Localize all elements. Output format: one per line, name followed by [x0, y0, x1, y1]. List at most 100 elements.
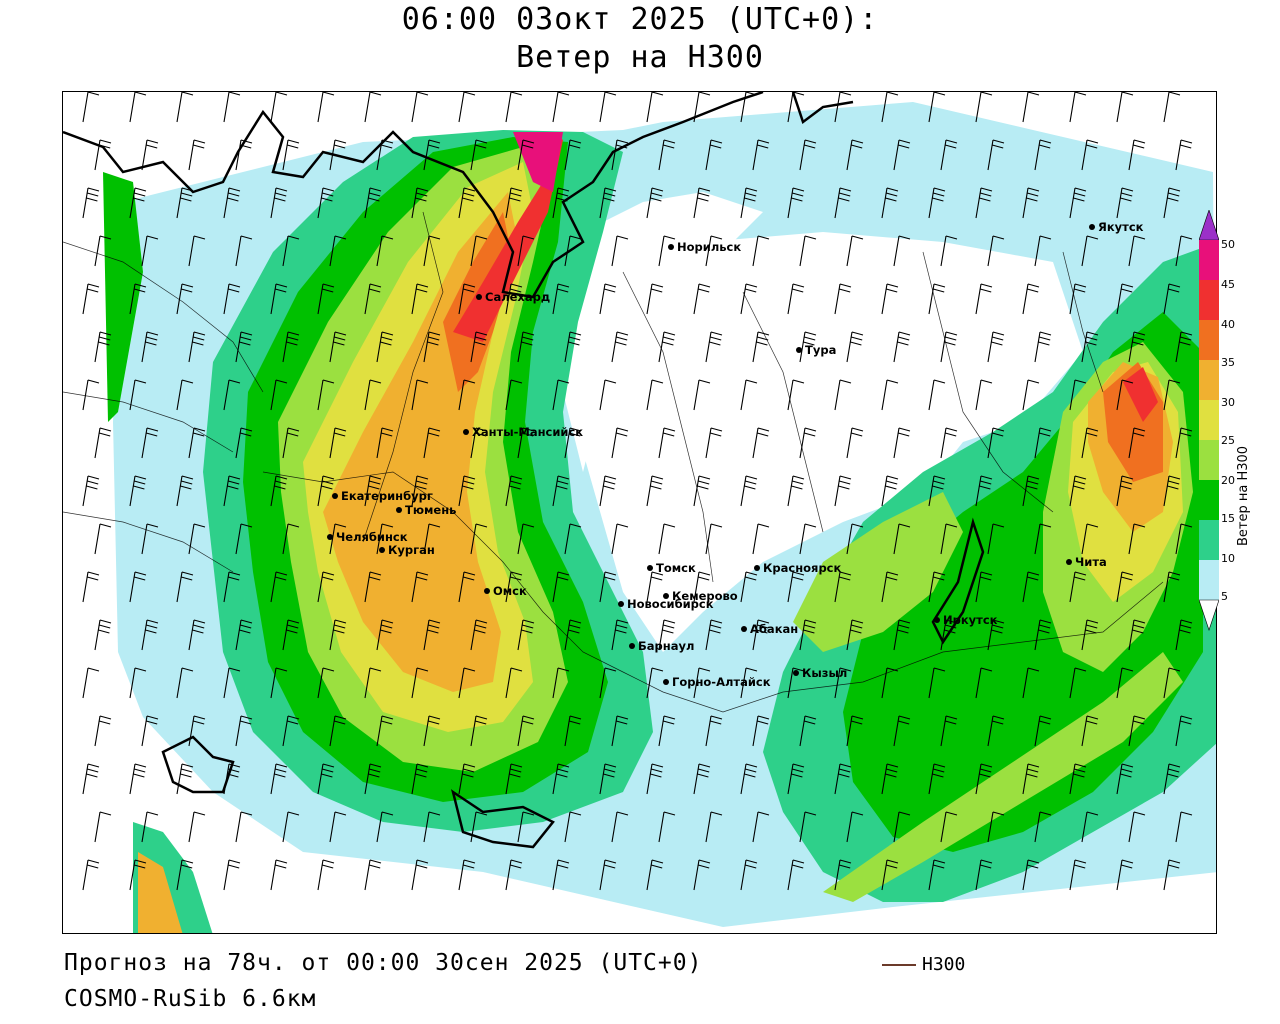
wind-barb	[364, 475, 382, 507]
wind-barb	[411, 475, 429, 507]
colorbar-title: Ветер на H300	[1236, 445, 1251, 546]
wind-barb	[141, 331, 159, 363]
colorbar-tick-25: 25	[1221, 434, 1235, 447]
wind-barb	[1022, 475, 1040, 507]
wind-barb	[658, 331, 676, 363]
wind-barb	[599, 859, 617, 891]
wind-barb	[270, 571, 288, 603]
wind-barb	[329, 811, 347, 843]
wind-barb	[987, 331, 1005, 363]
wind-barb	[599, 92, 617, 123]
wind-barb	[1116, 859, 1134, 891]
wind-barb	[693, 859, 711, 891]
wind-barb	[129, 667, 147, 699]
wind-barb	[1163, 283, 1181, 315]
wind-barb	[94, 619, 112, 651]
wind-barb	[646, 859, 664, 891]
wind-barb	[411, 283, 429, 315]
wind-barb	[317, 187, 335, 219]
wind-barb	[658, 427, 676, 459]
wind-barb	[693, 763, 711, 795]
city-label: Якутск	[1098, 220, 1144, 234]
wind-barb	[799, 427, 817, 459]
wind-barb	[611, 715, 629, 747]
wind-barb	[1081, 715, 1099, 747]
wind-barb	[411, 571, 429, 603]
wind-barb	[552, 859, 570, 891]
wind-barb	[1034, 331, 1052, 363]
wind-barb	[928, 379, 946, 411]
wind-barb	[282, 427, 300, 459]
city-dot	[618, 601, 624, 607]
wind-barb	[752, 811, 770, 843]
wind-barb	[188, 715, 206, 747]
wind-barb	[376, 811, 394, 843]
city-label: Кызыл	[802, 666, 847, 680]
forecast-map[interactable]: Норильск Якутск Салехард Тура Ханты-Мансийск…	[62, 91, 1217, 934]
wind-barb	[223, 283, 241, 315]
wind-barb	[1116, 763, 1134, 795]
wind-barb	[928, 667, 946, 699]
wind-barb	[329, 619, 347, 651]
wind-barb	[364, 92, 382, 123]
wind-barb	[846, 619, 864, 651]
wind-barb	[1034, 619, 1052, 651]
wind-barb	[188, 331, 206, 363]
colorbar-segment-20	[1199, 480, 1219, 520]
wind-barb	[282, 139, 300, 171]
wind-barb	[881, 859, 899, 891]
wind-barb	[94, 523, 112, 555]
wind-barb	[364, 763, 382, 795]
wind-barb	[223, 92, 241, 123]
wind-barb	[646, 379, 664, 411]
city-dot	[327, 534, 333, 540]
wind-barb	[282, 715, 300, 747]
wind-barb	[129, 283, 147, 315]
colorbar-tick-45: 45	[1221, 278, 1235, 291]
wind-barb	[411, 667, 429, 699]
wind-barb	[505, 763, 523, 795]
wind-barb	[881, 187, 899, 219]
wind-barb	[517, 331, 535, 363]
wind-barb	[740, 571, 758, 603]
wind-barb	[611, 523, 629, 555]
wind-barb	[1022, 667, 1040, 699]
wind-barb	[423, 427, 441, 459]
wind-barb	[1116, 475, 1134, 507]
wind-barb	[975, 379, 993, 411]
wind-barb	[940, 523, 958, 555]
wind-barb	[940, 715, 958, 747]
wind-barb	[470, 811, 488, 843]
wind-barb	[470, 235, 488, 267]
wind-barb	[881, 379, 899, 411]
colorbar-tick-40: 40	[1221, 318, 1235, 331]
wind-barb	[329, 235, 347, 267]
wind-barb	[1175, 139, 1193, 171]
wind-barb	[928, 859, 946, 891]
wind-barb	[599, 667, 617, 699]
wind-barb	[705, 139, 723, 171]
wind-barb	[834, 763, 852, 795]
wind-barb	[552, 475, 570, 507]
city-label: Чита	[1075, 555, 1107, 569]
city-dot	[629, 643, 635, 649]
wind-barb	[552, 571, 570, 603]
wind-barb	[364, 667, 382, 699]
wind-barb	[1116, 92, 1134, 123]
wind-barb	[611, 619, 629, 651]
wind-barb	[1022, 92, 1040, 123]
wind-barb	[282, 811, 300, 843]
wind-barb	[458, 187, 476, 219]
wind-barb	[740, 283, 758, 315]
wind-barb	[223, 859, 241, 891]
wind-barb	[564, 139, 582, 171]
wind-barb	[1034, 715, 1052, 747]
city-dot	[793, 670, 799, 676]
wind-barb	[1022, 571, 1040, 603]
wind-barb	[881, 92, 899, 123]
wind-barb	[505, 571, 523, 603]
city-label: Курган	[388, 543, 435, 557]
wind-barb	[329, 331, 347, 363]
wind-barb	[235, 715, 253, 747]
wind-barb	[834, 475, 852, 507]
